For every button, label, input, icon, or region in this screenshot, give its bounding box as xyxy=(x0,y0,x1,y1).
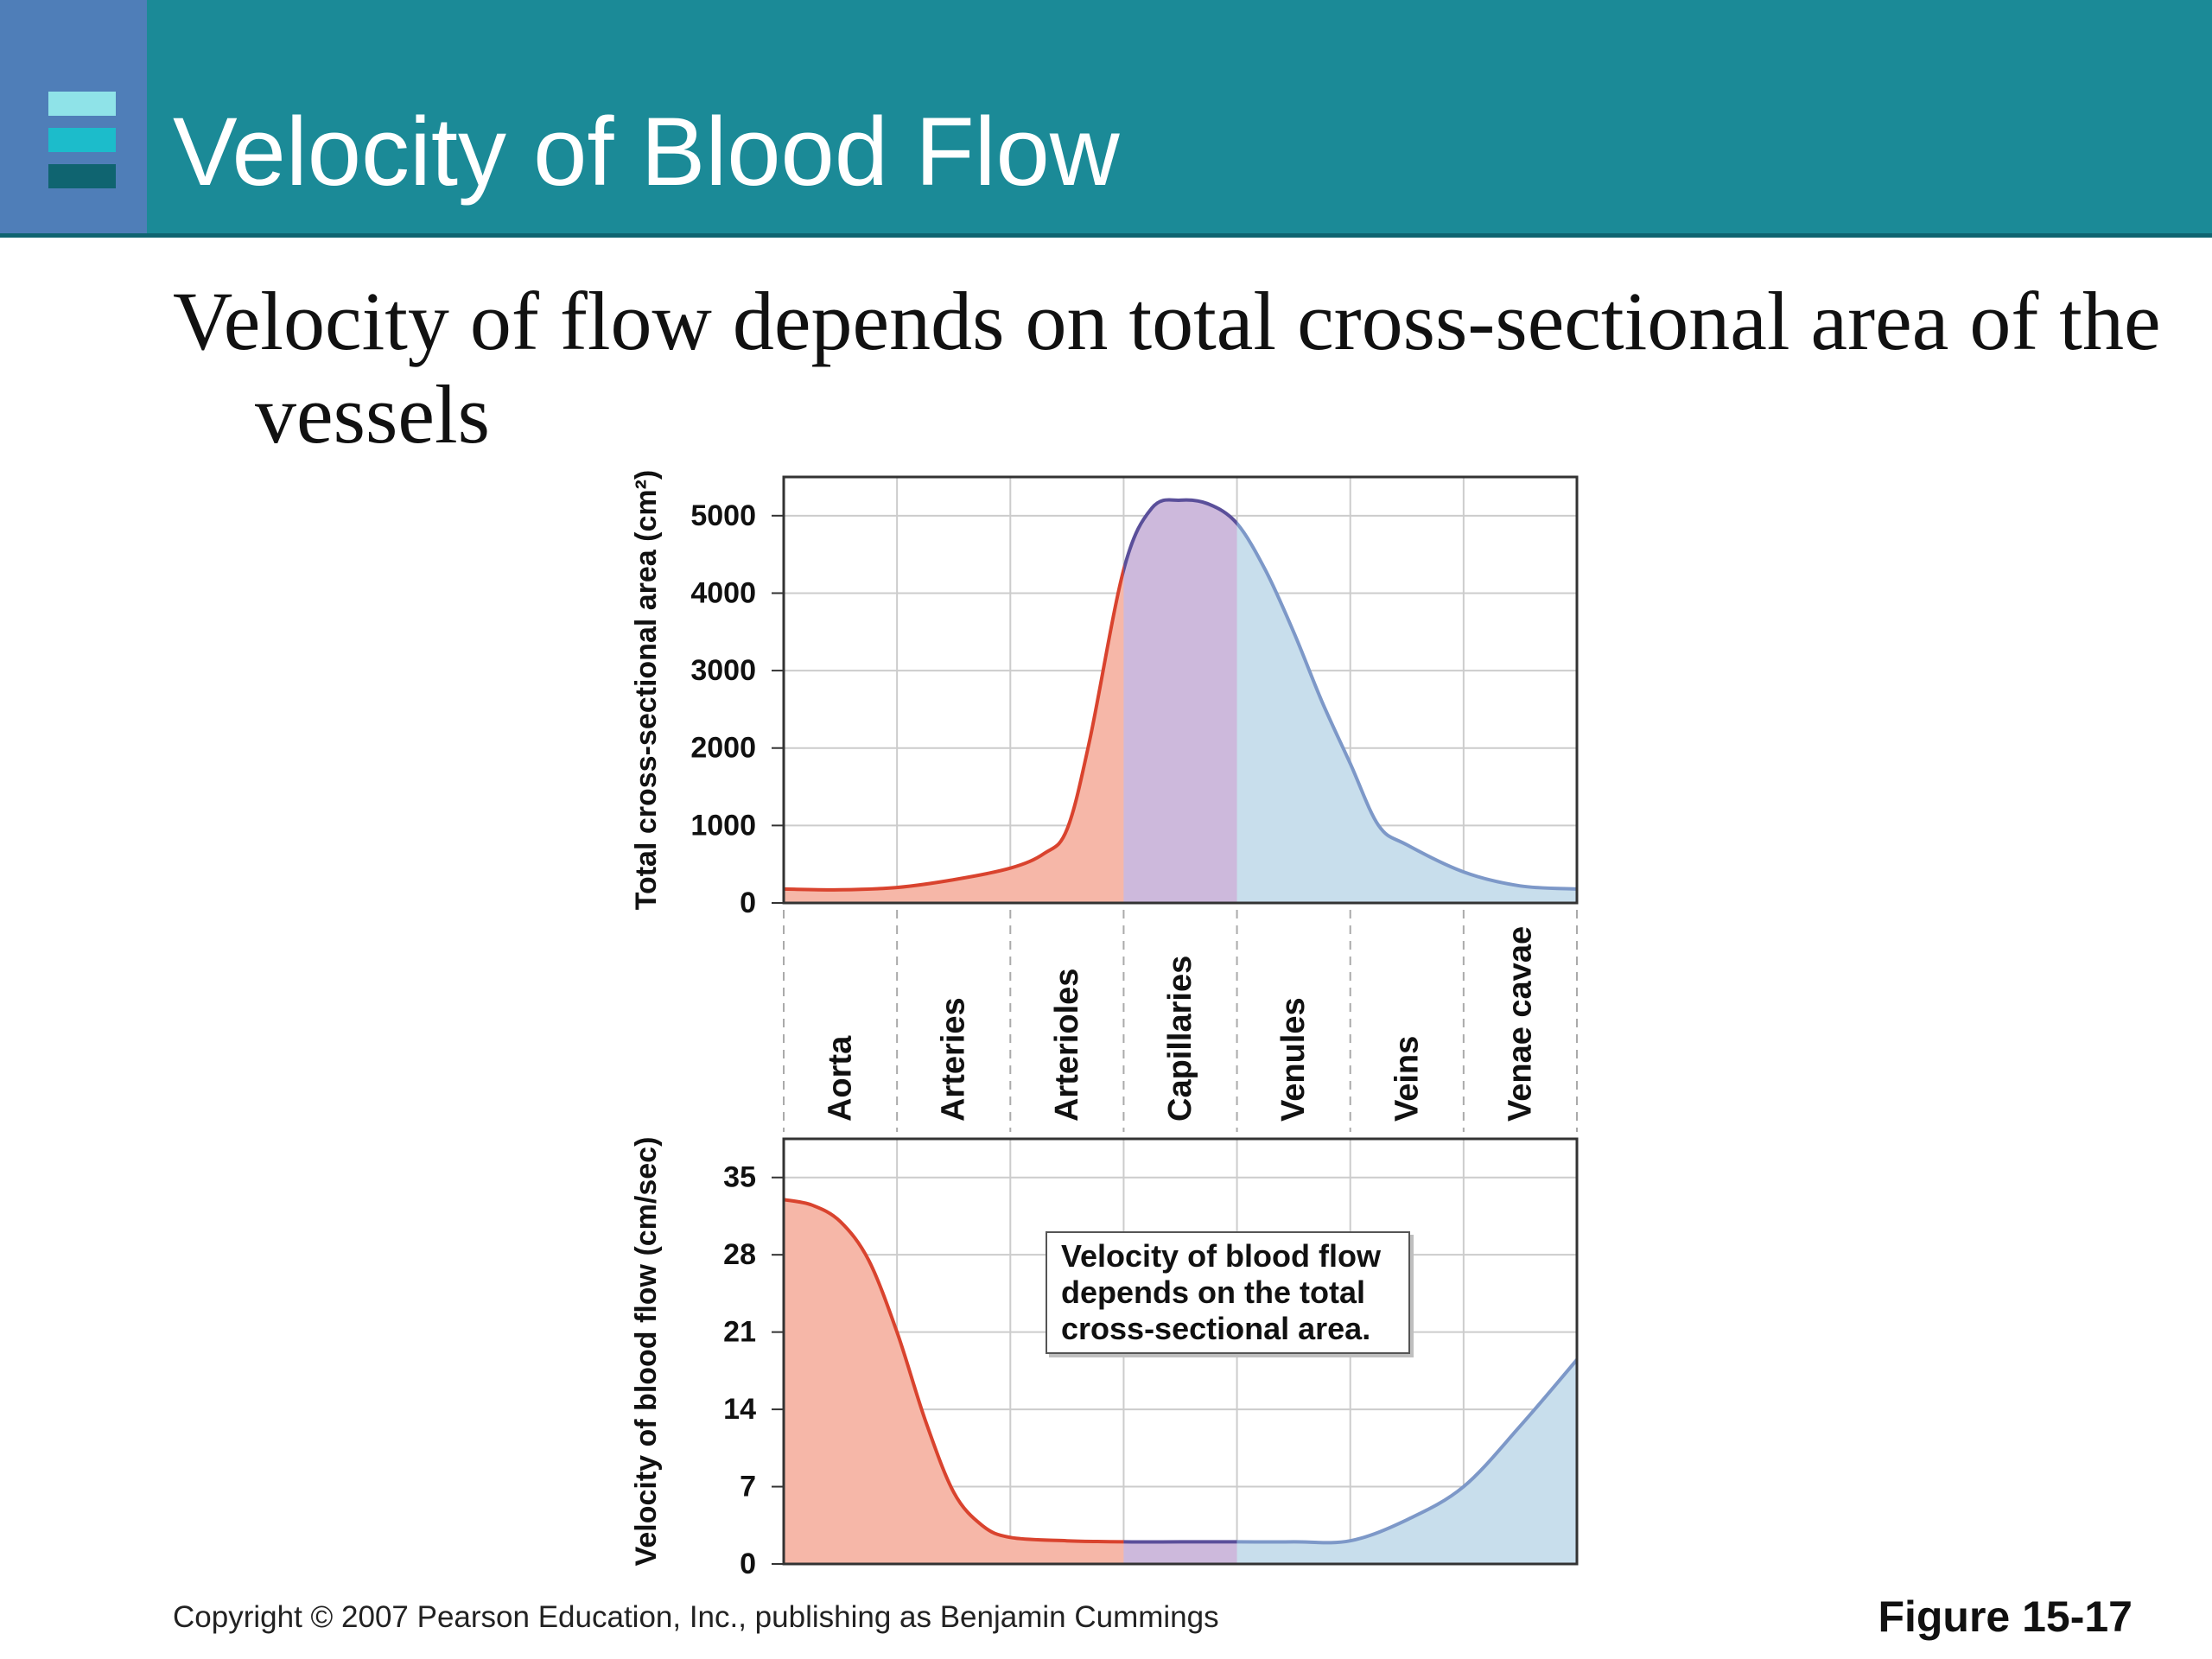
y-tick-label: 7 xyxy=(740,1471,756,1503)
category-label: Aorta xyxy=(823,1035,859,1122)
chart-annotation-text: Velocity of blood flow depends on the to… xyxy=(1061,1238,1382,1346)
y-tick-label: 14 xyxy=(723,1393,756,1426)
slide-subtitle: Velocity of flow depends on total cross-… xyxy=(173,275,2161,461)
bar-icon-middle xyxy=(48,128,116,152)
figure-label: Figure 15-17 xyxy=(1878,1592,2133,1641)
y-tick-label: 5000 xyxy=(690,499,756,532)
y-tick-label: 35 xyxy=(723,1161,756,1194)
area-fill-venous xyxy=(1236,1359,1577,1564)
y-tick-label: 2000 xyxy=(690,732,756,765)
y-axis-label: Velocity of blood flow (cm/sec) xyxy=(630,1137,663,1567)
category-label: Veins xyxy=(1389,1036,1425,1122)
y-tick-label: 3000 xyxy=(690,654,756,687)
series-line-venous xyxy=(1236,520,1577,891)
category-label: Venules xyxy=(1275,997,1312,1122)
y-tick-label: 4000 xyxy=(690,576,756,609)
chart-annotation-box: Velocity of blood flow depends on the to… xyxy=(1046,1231,1410,1354)
header-accent-block xyxy=(0,0,147,233)
chart-panel-1: 0 1000 2000 3000 4000 5000 Total cross-section… xyxy=(630,470,1579,919)
y-axis-label: Total cross-sectional area (cm²) xyxy=(630,470,663,911)
slide-title: Velocity of Blood Flow xyxy=(173,98,1120,206)
area-fill-systemic-arterial xyxy=(784,1199,1124,1564)
bar-icon-bottom xyxy=(48,164,116,188)
category-labels: Aorta Arteries Arterioles Capillaries Venule… xyxy=(783,910,1578,1132)
copyright-notice: Copyright © 2007 Pearson Education, Inc.… xyxy=(173,1600,1219,1634)
y-tick-label: 0 xyxy=(740,1548,756,1580)
area-fill-venous xyxy=(1236,523,1577,903)
y-tick-label: 0 xyxy=(740,887,756,919)
category-label: Arterioles xyxy=(1049,969,1085,1122)
category-label: Venae cavae xyxy=(1502,926,1538,1122)
y-tick-label: 28 xyxy=(723,1238,756,1271)
series-line-systemic-arterial xyxy=(784,1198,1124,1544)
slide-header: Velocity of Blood Flow xyxy=(0,0,2212,238)
series-line-venous xyxy=(1236,1358,1577,1545)
area-fill-capillary xyxy=(1123,499,1237,903)
series-line-capillary xyxy=(1123,498,1237,577)
category-label: Capillaries xyxy=(1162,956,1198,1122)
area-fill-systemic-arterial xyxy=(784,569,1124,903)
chart-panel-2: 0 7 14 21 28 35 Velocity of blood flow (cm/sec… xyxy=(630,1137,1579,1580)
y-tick-label: 21 xyxy=(723,1316,756,1349)
category-label: Arteries xyxy=(936,997,972,1122)
bar-icon-top xyxy=(48,92,116,116)
y-tick-label: 1000 xyxy=(690,809,756,842)
area-fill-capillary xyxy=(1123,1541,1237,1564)
plot-frame xyxy=(782,1137,1579,1566)
series-line-systemic-arterial xyxy=(784,563,1124,892)
plot-frame xyxy=(782,475,1579,905)
